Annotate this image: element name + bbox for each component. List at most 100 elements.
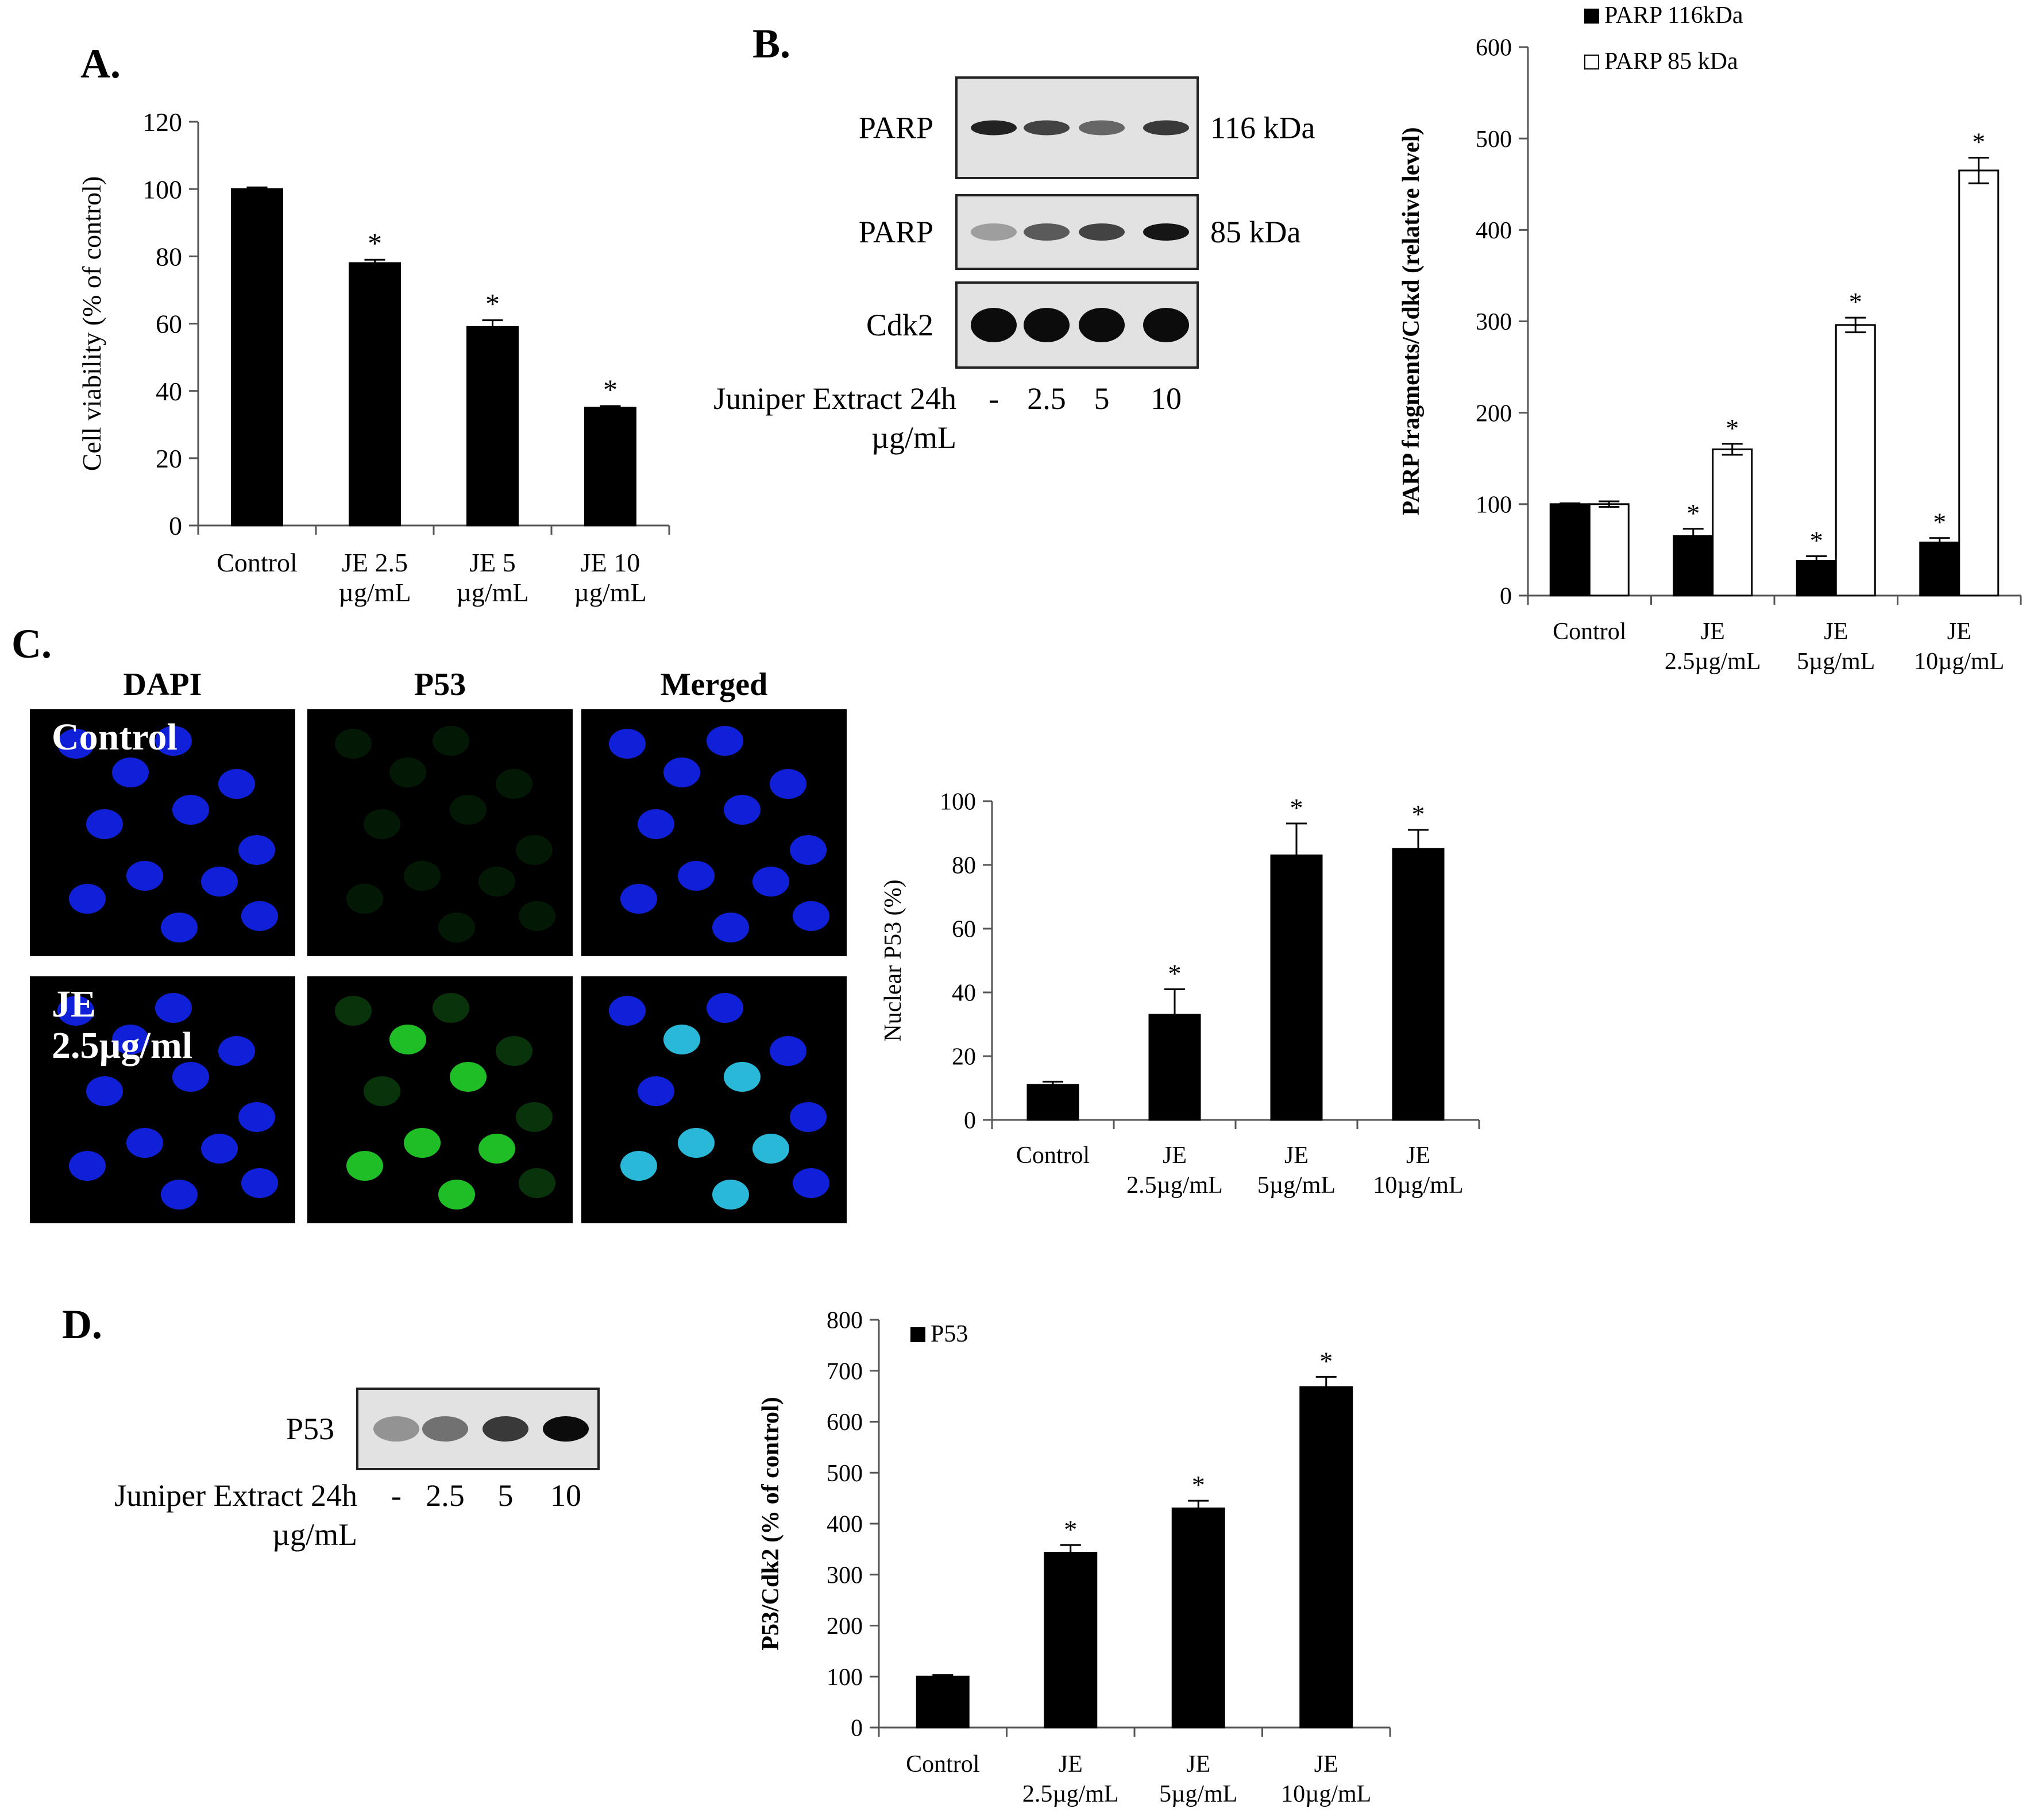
y-axis-label: Cell viability (% of control) [77, 176, 106, 472]
nucleus [241, 901, 278, 931]
y-axis-label: PARP fragments/Cdkd (relative level) [1398, 127, 1425, 515]
x-category-label: Control [217, 548, 298, 577]
nucleus [724, 1062, 761, 1092]
significance-mark: * [1933, 508, 1946, 537]
y-tick-label: 120 [142, 107, 182, 137]
nucleus [433, 993, 469, 1023]
chart-d-p53-cdk2: 0 100 200 300 400 500 600 700 800 P53/Cdk2 (% of … [758, 1308, 1391, 1807]
x-category-label: Control [1016, 1142, 1090, 1169]
dose-label: 2.5 [1027, 381, 1066, 416]
nucleus [69, 1151, 106, 1181]
significance-mark: * [1319, 1346, 1333, 1375]
bar [231, 188, 283, 527]
microscopy-column-header: P53 [414, 667, 466, 702]
bar [1919, 542, 1960, 597]
micrograph [307, 709, 573, 956]
nucleus [620, 1151, 657, 1181]
nucleus [172, 1062, 209, 1092]
x-category-label: JE [1186, 1751, 1210, 1778]
significance-mark: * [1064, 1514, 1077, 1544]
y-tick-label: 400 [1476, 218, 1512, 244]
x-category-label: JE [1824, 619, 1848, 645]
nucleus [707, 993, 743, 1023]
nucleus [478, 867, 515, 897]
western-blot-b: PARP 116 kDa PARP 85 kDa Cdk2 Juniper Extract… [713, 76, 1315, 455]
nucleus [770, 1036, 806, 1066]
y-tick-label: 0 [1500, 584, 1512, 610]
y-tick-label: 40 [156, 377, 182, 406]
nucleus [241, 1168, 278, 1198]
nucleus [752, 867, 789, 897]
y-tick-label: 60 [156, 310, 182, 339]
y-tick-label: 80 [156, 242, 182, 271]
panel-letter-d: D. [62, 1301, 102, 1347]
microscopy-row-label: 2.5µg/ml [52, 1025, 192, 1067]
x-category-label: 2.5µg/mL [1126, 1172, 1223, 1199]
nucleus [389, 758, 426, 787]
x-category-label: 10µg/mL [1914, 648, 2004, 675]
significance-mark: * [603, 373, 617, 405]
nucleus [161, 1180, 198, 1210]
y-tick-label: 40 [952, 980, 976, 1007]
nucleus [404, 1128, 441, 1158]
x-category-label: JE [1314, 1751, 1338, 1778]
nucleus [770, 769, 806, 799]
blot-size-label: 116 kDa [1210, 111, 1315, 145]
dose-label: 10 [550, 1478, 581, 1513]
y-tick-label: 0 [169, 511, 182, 540]
nucleus [790, 835, 827, 865]
nucleus [218, 769, 255, 799]
x-category-label: 5µg/mL [1159, 1781, 1237, 1807]
nucleus [663, 1025, 700, 1054]
nucleus [450, 795, 487, 825]
blot-band [422, 1416, 468, 1442]
nucleus [57, 996, 94, 1026]
y-tick-label: 200 [827, 1613, 863, 1640]
x-category-label: 2.5µg/mL [1665, 648, 1761, 675]
chart-a-cell-viability: 0 20 40 60 80 100 120 Cell viability (% of cont… [77, 107, 670, 607]
significance-mark: * [1168, 959, 1182, 988]
y-tick-label: 60 [952, 917, 976, 943]
dose-label: - [989, 381, 999, 416]
x-category-label: JE [1947, 619, 1971, 645]
blot-band [483, 1416, 528, 1442]
significance-mark: * [1686, 499, 1700, 528]
y-tick-label: 0 [851, 1715, 863, 1742]
x-category-label: JE [1701, 619, 1725, 645]
dose-label: 5 [498, 1478, 514, 1513]
chart-c-nuclear-p53: 0 20 40 60 80 100 Nuclear P53 (%) Control JE 2.5µ… [880, 789, 1480, 1199]
blot-band [1079, 308, 1125, 342]
y-tick-label: 100 [1476, 492, 1512, 519]
nucleus [790, 1102, 827, 1132]
nucleus [57, 729, 94, 759]
nucleus [126, 861, 163, 891]
blot-band [1024, 120, 1070, 136]
blot-row-label: PARP [859, 111, 933, 145]
x-category-label: µg/mL [574, 578, 646, 607]
x-category-label: JE 5 [469, 548, 516, 577]
x-category-label: JE 2.5 [342, 548, 408, 577]
nucleus [335, 729, 372, 759]
bar [1026, 1084, 1079, 1121]
blot-band [1079, 120, 1125, 136]
panel-letter-a: A. [80, 41, 121, 87]
y-tick-label: 100 [827, 1664, 863, 1691]
y-tick-label: 20 [952, 1044, 976, 1071]
blot-band [971, 308, 1017, 342]
nucleus [238, 835, 275, 865]
microscopy-column-header: DAPI [123, 667, 202, 702]
nucleus [112, 758, 149, 787]
western-blot-d: P53 Juniper Extract 24h µg/mL- 2.5 5 10 [114, 1388, 600, 1552]
nucleus [438, 913, 475, 942]
nucleus [496, 769, 532, 799]
bar [1148, 1014, 1201, 1121]
blot-band [543, 1416, 589, 1442]
nucleus [793, 1168, 829, 1198]
blot-band [1143, 308, 1189, 342]
y-tick-label: 600 [1476, 35, 1512, 61]
nucleus [620, 884, 657, 914]
nucleus [201, 1134, 238, 1164]
legend-swatch [910, 1327, 925, 1342]
nucleus [638, 809, 674, 839]
nucleus [86, 809, 123, 839]
